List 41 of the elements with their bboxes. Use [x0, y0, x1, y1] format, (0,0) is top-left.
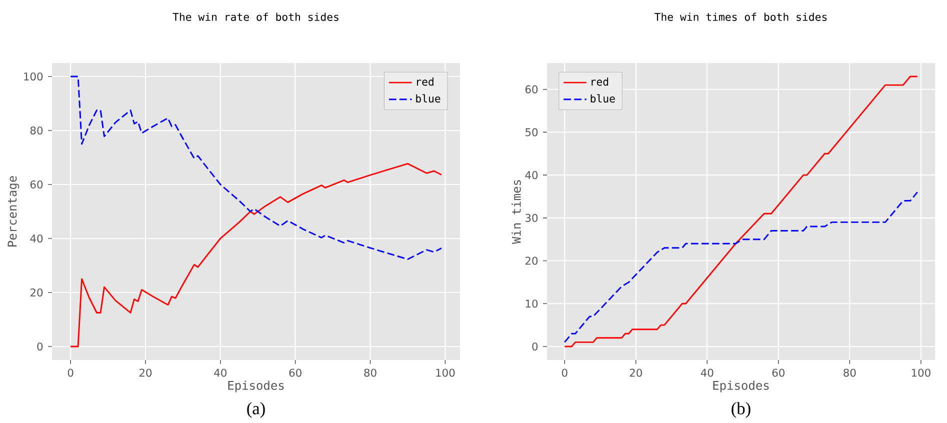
x-tick-label: 100	[912, 368, 930, 377]
x-tick-label: 60	[772, 368, 784, 377]
y-tick-label: 50	[526, 128, 538, 136]
y-tick-label: 20	[30, 288, 43, 297]
x-tick-label: 40	[214, 368, 226, 377]
line-series	[564, 76, 918, 348]
y-tick-label: 60	[525, 85, 538, 94]
y-tick-label: 0	[37, 342, 43, 351]
y-tick-label: 20	[525, 256, 538, 265]
y-tick-label: 80	[30, 126, 43, 135]
y-tick-label: 40	[525, 171, 538, 180]
y-tick-label: 100	[24, 72, 43, 81]
x-axis-title: Episodes	[713, 380, 769, 392]
x-tick-label: 60	[289, 368, 302, 377]
line-series	[70, 162, 442, 348]
chart-title: The win times of both sides	[654, 12, 827, 21]
text: (b)	[732, 402, 750, 418]
x-tick-label: 20	[139, 368, 152, 377]
x-axis-title: Episodes	[228, 380, 284, 392]
y-tick-label: 30	[526, 214, 538, 222]
x-tick-label: 80	[844, 368, 856, 377]
line-series	[70, 76, 442, 260]
x-tick-label: 40	[700, 368, 714, 377]
y-axis-title: Win times	[512, 180, 521, 244]
line-series	[564, 191, 918, 343]
y-tick-label: 60	[30, 180, 43, 189]
legend-label: red	[592, 78, 608, 86]
x-tick-label: 0	[68, 368, 74, 377]
x-tick-label: 20	[630, 368, 642, 377]
legend-label: red	[417, 78, 434, 86]
x-tick-label: 100	[436, 368, 455, 377]
x-tick-label: 80	[364, 368, 376, 377]
y-axis-title: Percentage	[8, 176, 20, 246]
text: (a)	[247, 402, 265, 418]
legend-label: blue	[590, 94, 615, 103]
y-tick-label: 40	[30, 234, 43, 243]
legend-label: blue	[416, 94, 440, 103]
y-tick-label: 10	[526, 300, 538, 308]
y-tick-label: 0	[532, 342, 538, 351]
chart-title: The win rate of both sides	[172, 12, 338, 21]
x-tick-label: 0	[562, 368, 568, 377]
